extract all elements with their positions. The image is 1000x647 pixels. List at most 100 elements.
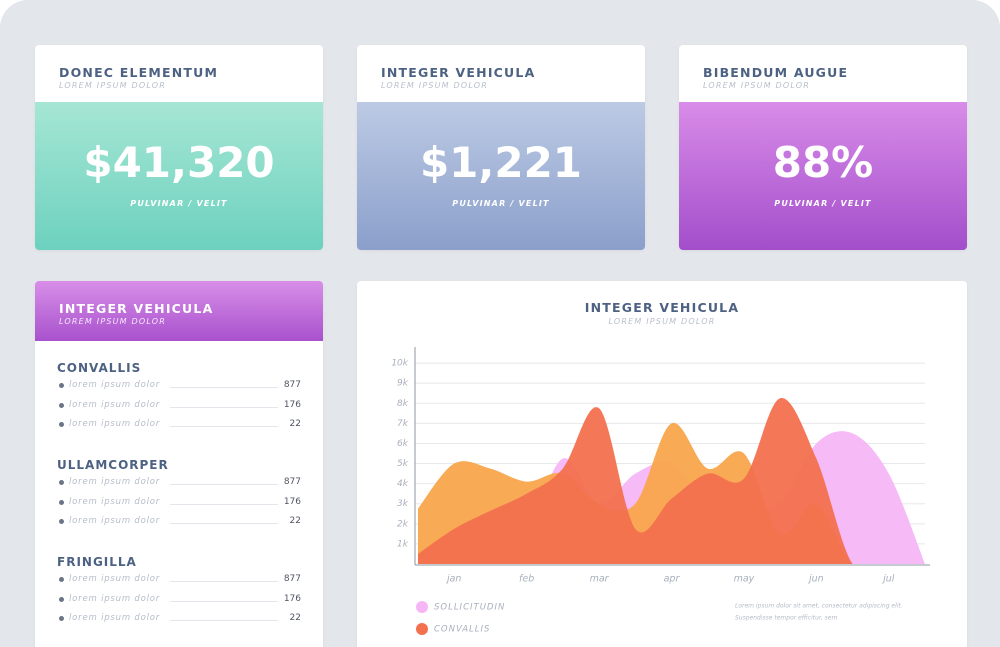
row-value: 22 [289, 516, 301, 526]
row-label: lorem ipsum dolor [69, 477, 161, 487]
legend-label: CONVALLIS [434, 625, 490, 635]
row-label: lorem ipsum dolor [69, 613, 161, 623]
card-title: BIBENDUM AUGUE [703, 65, 849, 80]
list-subtitle: LOREM IPSUM DOLOR [59, 317, 167, 326]
legend-swatch [416, 623, 428, 635]
row-rule [170, 600, 278, 602]
list-row: lorem ipsum dolor 877 [57, 477, 301, 489]
list-card: INTEGER VEHICULA LOREM IPSUM DOLOR CONVALL… [35, 281, 323, 647]
y-tick-label: 8k [397, 399, 409, 409]
note-text: Lorem ipsum dolor sit amet, consectetur … [735, 603, 903, 610]
row-label: lorem ipsum dolor [69, 380, 161, 390]
row-label: lorem ipsum dolor [69, 593, 161, 604]
legend-label: SOLLICITUDIN [434, 603, 505, 613]
card-subtitle: LOREM IPSUM DOLOR [381, 81, 489, 90]
y-tick-label: 7k [397, 419, 409, 429]
bullet [59, 519, 64, 524]
card-title: DONEC ELEMENTUM [59, 65, 219, 80]
card-caption: PULVINAR / VELIT [774, 199, 872, 208]
y-tick-label: 1k [397, 539, 409, 549]
area [418, 398, 925, 564]
card-subtitle: LOREM IPSUM DOLOR [59, 81, 167, 90]
bullet [59, 480, 64, 485]
list-title: INTEGER VEHICULA [59, 301, 214, 316]
stat-card: BIBENDUM AUGUE LOREM IPSUM DOLOR 88% PULVIN… [679, 45, 967, 250]
x-tick-label: jun [807, 574, 824, 585]
row-value: 877 [283, 574, 301, 584]
row-rule [170, 581, 278, 582]
row-label: lorem ipsum dolor [69, 419, 161, 429]
row-rule [170, 426, 278, 427]
card-body: 88% PULVINAR / VELIT [679, 102, 967, 250]
card-caption: PULVINAR / VELIT [130, 199, 228, 208]
bullet [59, 616, 64, 621]
card-value: $1,221 [419, 138, 583, 187]
bullet [59, 402, 64, 408]
row-rule [170, 484, 278, 485]
row-label: lorem ipsum dolor [69, 496, 161, 507]
row-rule [170, 503, 278, 505]
y-tick-label: 2k [397, 519, 409, 529]
bullet [59, 499, 64, 505]
y-tick-label: 5k [397, 459, 409, 469]
row-rule [170, 387, 278, 388]
list-row: lorem ipsum dolor 22 [57, 613, 301, 625]
row-value: 22 [289, 419, 301, 429]
x-tick-label: jul [881, 574, 895, 585]
card-value: $41,320 [83, 138, 275, 187]
x-tick-label: feb [519, 574, 534, 585]
x-tick-label: apr [664, 574, 681, 585]
list-row: lorem ipsum dolor 22 [57, 516, 301, 528]
row-label: lorem ipsum dolor [69, 399, 161, 410]
card-caption: PULVINAR / VELIT [452, 199, 550, 208]
list-row: lorem ipsum dolor 877 [57, 574, 301, 586]
bullet [59, 422, 64, 427]
chart-title: INTEGER VEHICULA [584, 300, 740, 315]
y-tick-label: 9k [397, 379, 409, 389]
stat-card: INTEGER VEHICULA LOREM IPSUM DOLOR $1,221 P… [357, 45, 645, 250]
card-body: $1,221 PULVINAR / VELIT [357, 102, 645, 250]
chart-subtitle: LOREM IPSUM DOLOR [608, 317, 716, 326]
card-body: $41,320 PULVINAR / VELIT [35, 102, 323, 250]
row-value: 877 [283, 477, 301, 487]
row-rule [170, 523, 278, 524]
x-tick-label: mar [590, 574, 610, 585]
note-text: Suspendisse tempor efficitur, sem [735, 615, 837, 622]
bullet [59, 577, 64, 582]
y-tick-label: 3k [397, 499, 409, 509]
list-row: lorem ipsum dolor 877 [57, 380, 301, 392]
card-value: 88% [772, 138, 874, 187]
list-row: lorem ipsum dolor 176 [57, 400, 301, 412]
list-row: lorem ipsum dolor 176 [57, 594, 301, 606]
row-value: 176 [283, 593, 301, 604]
y-tick-label: 10k [391, 359, 408, 369]
x-tick-label: jan [445, 574, 461, 585]
row-label: lorem ipsum dolor [69, 516, 161, 526]
row-label: lorem ipsum dolor [69, 574, 161, 584]
list-row: lorem ipsum dolor 22 [57, 419, 301, 431]
group-title: ULLAMCORPER [57, 458, 169, 472]
bullet [59, 596, 64, 602]
row-rule [170, 406, 278, 408]
row-rule [170, 620, 278, 621]
chart: 1k 2k 3k 4k 5k 6k 7k 8k 9k 10k jan feb mar apr may jun j… [391, 347, 930, 635]
card-title: INTEGER VEHICULA [381, 65, 536, 80]
stat-card: DONEC ELEMENTUM LOREM IPSUM DOLOR $41,320 P… [35, 45, 323, 250]
legend-swatch [416, 601, 428, 613]
y-tick-label: 6k [397, 439, 409, 449]
list-header: INTEGER VEHICULA LOREM IPSUM DOLOR [35, 281, 323, 341]
y-tick-label: 4k [397, 479, 409, 489]
row-value: 176 [283, 399, 301, 410]
card-subtitle: LOREM IPSUM DOLOR [703, 81, 811, 90]
list-row: lorem ipsum dolor 176 [57, 497, 301, 509]
chart-card: INTEGER VEHICULA LOREM IPSUM DOLOR 1k 2k 3k 4… [357, 281, 967, 647]
row-value: 877 [283, 380, 301, 390]
group-title: CONVALLIS [57, 361, 142, 375]
row-value: 176 [283, 496, 301, 507]
bullet [59, 383, 64, 388]
group-title: FRINGILLA [57, 555, 137, 569]
x-tick-label: may [734, 574, 755, 585]
row-value: 22 [289, 613, 301, 623]
